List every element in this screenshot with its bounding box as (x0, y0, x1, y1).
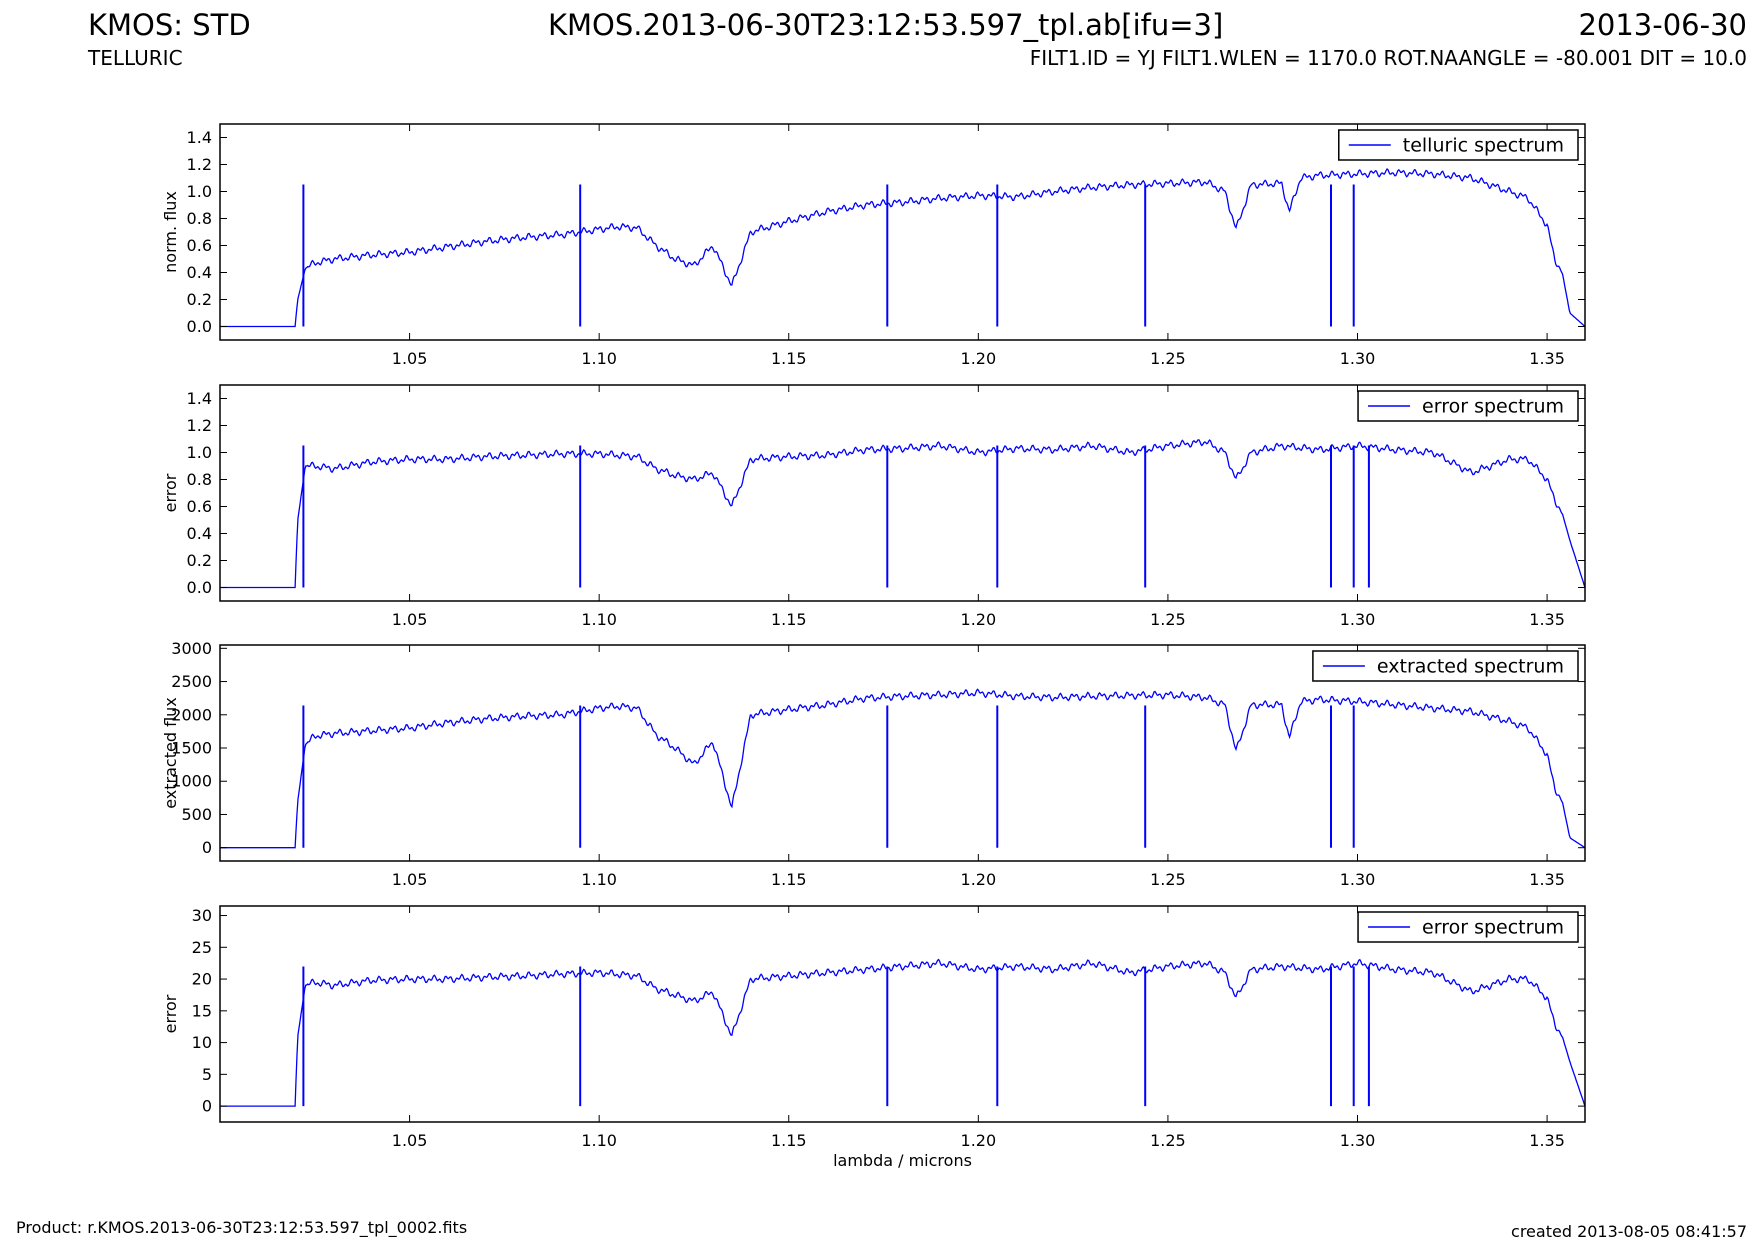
y-tick-label: 3000 (171, 639, 212, 658)
y-tick-label: 0.6 (187, 497, 212, 516)
header-title-left: KMOS: STD (88, 8, 251, 42)
footer-created: created 2013-08-05 08:41:57 (1511, 1222, 1747, 1241)
x-tick-label: 1.25 (1150, 610, 1186, 629)
y-tick-label: 20 (192, 970, 212, 989)
x-tick-label: 1.25 (1150, 1131, 1186, 1150)
y-tick-label: 2000 (171, 705, 212, 724)
legend: error spectrum (1357, 911, 1579, 943)
x-tick-label: 1.15 (771, 349, 807, 368)
y-axis-label: error (161, 994, 180, 1033)
chart-panel-4: 1.05 1.10 1.15 1.20 1.25 1.30 1.35 0 5 10 15 20 25 30… (161, 905, 1586, 1170)
x-tick-label: 1.30 (1340, 610, 1376, 629)
x-tick-label: 1.35 (1529, 870, 1565, 889)
x-tick-label: 1.20 (961, 870, 997, 889)
y-tick-label: 1.4 (187, 128, 212, 147)
y-tick-label: 0.6 (187, 236, 212, 255)
header-subtitle-left: TELLURIC (88, 46, 183, 70)
x-tick-label: 1.15 (771, 1131, 807, 1150)
y-axis-label: extracted flux (161, 697, 180, 809)
x-tick-label: 1.05 (392, 870, 428, 889)
y-tick-label: 2500 (171, 672, 212, 691)
axes-frame (219, 384, 1586, 602)
y-tick-label: 1.2 (187, 416, 212, 435)
y-tick-label: 1.4 (187, 389, 212, 408)
x-tick-label: 1.30 (1340, 870, 1376, 889)
y-tick-label: 15 (192, 1001, 212, 1020)
legend: telluric spectrum (1338, 129, 1579, 161)
x-tick-label: 1.10 (581, 349, 617, 368)
x-tick-label: 1.30 (1340, 1131, 1376, 1150)
legend-label: telluric spectrum (1403, 135, 1564, 157)
y-tick-label: 0.2 (187, 551, 212, 570)
x-tick-label: 1.20 (961, 1131, 997, 1150)
legend-label: extracted spectrum (1377, 656, 1564, 678)
x-tick-label: 1.20 (961, 610, 997, 629)
chart-panel-2: 1.05 1.10 1.15 1.20 1.25 1.30 1.35 0.0 0.2 0.4 0.6… (161, 384, 1586, 629)
axes-frame (219, 123, 1586, 341)
axes-frame (219, 644, 1586, 862)
legend: extracted spectrum (1312, 650, 1579, 682)
x-axis-label: lambda / microns (833, 1151, 972, 1170)
y-tick-label: 10 (192, 1033, 212, 1052)
y-tick-label: 0.8 (187, 209, 212, 228)
y-axis-label: error (161, 473, 180, 512)
header-date: 2013-06-30 (1578, 8, 1747, 42)
x-tick-label: 1.15 (771, 610, 807, 629)
axes-frame (219, 905, 1586, 1123)
y-axis-label: norm. flux (161, 191, 180, 273)
x-tick-label: 1.20 (961, 349, 997, 368)
y-tick-label: 5 (202, 1065, 212, 1084)
x-tick-label: 1.10 (581, 870, 617, 889)
x-tick-label: 1.15 (771, 870, 807, 889)
footer-product: Product: r.KMOS.2013-06-30T23:12:53.597_… (16, 1218, 468, 1237)
x-tick-label: 1.25 (1150, 349, 1186, 368)
y-tick-label: 0.4 (187, 263, 212, 282)
y-tick-label: 0.0 (187, 317, 212, 336)
header-title-center: KMOS.2013-06-30T23:12:53.597_tpl.ab[ifu=… (548, 8, 1224, 42)
y-tick-label: 0 (202, 838, 212, 857)
x-tick-label: 1.35 (1529, 610, 1565, 629)
legend-label: error spectrum (1422, 396, 1564, 418)
x-tick-label: 1.30 (1340, 349, 1376, 368)
y-tick-label: 500 (181, 805, 212, 824)
series-line-1 (220, 688, 1586, 849)
x-tick-label: 1.35 (1529, 349, 1565, 368)
legend-label: error spectrum (1422, 917, 1564, 939)
chart-panel-1: 1.05 1.10 1.15 1.20 1.25 1.30 1.35 0.0 0.2 0.4 0.6… (161, 123, 1586, 368)
y-tick-label: 0.4 (187, 524, 212, 543)
x-tick-label: 1.10 (581, 610, 617, 629)
legend: error spectrum (1357, 390, 1579, 422)
x-tick-label: 1.05 (392, 1131, 428, 1150)
y-tick-label: 1.0 (187, 182, 212, 201)
y-tick-label: 1.0 (187, 443, 212, 462)
x-tick-label: 1.05 (392, 610, 428, 629)
chart-panel-3: 1.05 1.10 1.15 1.20 1.25 1.30 1.35 0 500 1000 1500… (161, 639, 1586, 889)
y-tick-label: 0.2 (187, 290, 212, 309)
series-line-1 (220, 958, 1586, 1107)
y-tick-label: 1.2 (187, 155, 212, 174)
y-tick-label: 1000 (171, 772, 212, 791)
x-tick-label: 1.35 (1529, 1131, 1565, 1150)
series-line-1 (220, 168, 1586, 328)
y-tick-label: 30 (192, 906, 212, 925)
y-tick-label: 0.8 (187, 470, 212, 489)
x-tick-label: 1.05 (392, 349, 428, 368)
x-tick-label: 1.10 (581, 1131, 617, 1150)
y-tick-label: 0 (202, 1097, 212, 1116)
y-tick-label: 25 (192, 938, 212, 957)
y-tick-label: 0.0 (187, 578, 212, 597)
x-tick-label: 1.25 (1150, 870, 1186, 889)
series-line-1 (220, 439, 1586, 589)
header-parameters: FILT1.ID = YJ FILT1.WLEN = 1170.0 ROT.NA… (1029, 46, 1747, 70)
y-tick-label: 1500 (171, 739, 212, 758)
